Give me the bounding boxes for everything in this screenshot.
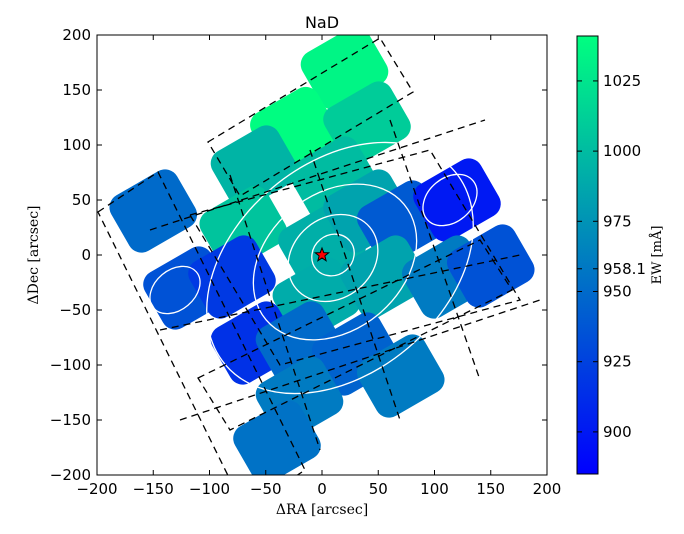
ew-region: [109, 169, 198, 253]
y-tick-label: 100: [62, 136, 91, 154]
y-axis-ticks: −200 −150 −100 −50 0 50 100 150 200: [50, 26, 547, 484]
contour-line: [287, 213, 379, 303]
chart-title: NaD: [305, 13, 339, 32]
colorbar-tick-label: 925: [603, 353, 632, 371]
ew-map-regions: [109, 35, 535, 475]
colorbar-gradient: [576, 35, 599, 475]
y-tick-label: 0: [81, 246, 91, 264]
footprint-line: [179, 299, 541, 421]
contour-line: [149, 265, 201, 315]
colorbar-tick-label: 958.1: [603, 260, 646, 278]
contour-line: [422, 173, 478, 227]
x-tick-label: 200: [533, 480, 562, 498]
ew-region: [233, 400, 321, 475]
footprint-line: [229, 174, 321, 451]
y-tick-label: 150: [62, 81, 91, 99]
contour-line: [311, 233, 355, 277]
field-footprints: [97, 37, 541, 475]
x-tick-label: −50: [250, 480, 282, 498]
y-tick-label: 50: [72, 191, 91, 209]
footprint-tile: [207, 37, 414, 197]
colorbar-label: EW [mÅ]: [649, 226, 665, 285]
x-tick-label: −150: [133, 480, 174, 498]
footprint-tile: [197, 239, 513, 431]
y-axis-label: ΔDec [arcsec]: [26, 205, 42, 304]
colorbar-ticks: 900 925 950 958.1 975 1000 1025: [577, 72, 646, 441]
y-tick-label: 200: [62, 26, 91, 44]
x-tick-label: 100: [420, 480, 449, 498]
y-tick-label: −200: [50, 466, 91, 484]
colorbar-tick-label: 1025: [603, 72, 641, 90]
colorbar-tick-label: 1000: [603, 142, 641, 160]
ew-region: [188, 235, 276, 319]
x-axis-label: ΔRA [arcsec]: [276, 502, 368, 518]
footprint-line: [389, 119, 481, 381]
footprint-tile: [97, 171, 306, 475]
y-tick-label: −50: [59, 301, 91, 319]
x-tick-label: 150: [476, 480, 505, 498]
intensity-contours: [149, 141, 478, 395]
ew-region: [210, 125, 299, 209]
footprint-line: [159, 254, 521, 331]
ew-region: [413, 158, 501, 242]
x-tick-label: −100: [189, 480, 230, 498]
x-tick-label: −200: [76, 480, 117, 498]
colorbar: 900 925 950 958.1 975 1000 1025 EW [mÅ]: [576, 35, 665, 475]
y-tick-label: −100: [50, 356, 91, 374]
footprint-line: [149, 119, 486, 231]
y-tick-label: −150: [50, 411, 91, 429]
x-axis-ticks: −200 −150 −100 −50 0 50 100 150 200: [76, 35, 561, 498]
colorbar-tick-label: 950: [603, 283, 632, 301]
contour-line: [252, 183, 418, 341]
colorbar-tick-label: 975: [603, 212, 632, 230]
center-star-marker: [313, 246, 331, 262]
x-tick-label: 50: [369, 480, 388, 498]
colorbar-tick-label: 900: [603, 423, 632, 441]
x-tick-label: 0: [317, 480, 327, 498]
footprint-tile: [189, 149, 521, 366]
